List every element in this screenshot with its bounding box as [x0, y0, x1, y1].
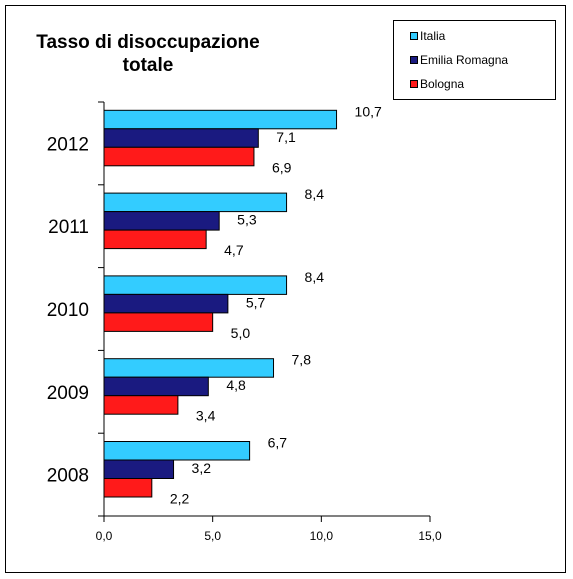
bar-2011-emilia-romagna	[103, 211, 220, 231]
bar-2012-bologna	[103, 146, 255, 167]
legend-swatch-italia	[410, 32, 418, 40]
data-label-2011-emilia-romagna: 5,3	[237, 212, 257, 228]
bar-2012-italia	[103, 109, 338, 130]
data-label-2008-italia: 6,7	[268, 435, 288, 451]
category-label-2012: 2012	[47, 134, 89, 155]
bar-2009-bologna	[103, 395, 179, 415]
data-label-2011-italia: 8,4	[305, 186, 325, 202]
category-label-2011: 2011	[48, 217, 89, 238]
legend-swatch-emilia-romagna	[410, 56, 418, 64]
x-tick-label-3: 15,0	[418, 529, 442, 543]
legend-swatch-bologna	[410, 80, 418, 88]
data-label-2009-italia: 7,8	[292, 352, 312, 368]
category-label-2009: 2009	[47, 383, 89, 404]
x-tick-label-0: 0,0	[96, 529, 113, 543]
data-label-2012-bologna: 6,9	[272, 159, 292, 175]
bar-2011-italia	[103, 192, 288, 213]
bar-2008-emilia-romagna	[103, 459, 175, 479]
data-label-2010-emilia-romagna: 5,7	[246, 294, 266, 310]
data-label-2011-bologna: 4,7	[224, 242, 244, 258]
data-label-2012-italia: 10,7	[355, 103, 382, 119]
data-label-2008-bologna: 2,2	[170, 491, 190, 507]
bar-2009-emilia-romagna	[103, 376, 209, 397]
chart-legend: Italia Emilia Romagna Bologna	[393, 20, 556, 100]
data-label-2010-italia: 8,4	[305, 269, 325, 285]
data-label-2009-bologna: 3,4	[196, 408, 216, 424]
bar-2008-italia	[103, 441, 251, 461]
legend-item-italia: Italia	[410, 27, 446, 45]
legend-item-emilia-romagna: Emilia Romagna	[410, 51, 509, 69]
x-tick-label-2: 10,0	[310, 529, 334, 543]
bar-2009-italia	[103, 358, 275, 378]
bar-2010-italia	[103, 275, 288, 295]
legend-label-italia: Italia	[420, 29, 446, 43]
bar-2010-emilia-romagna	[103, 293, 229, 314]
bar-2011-bologna	[103, 229, 207, 250]
data-label-2012-emilia-romagna: 7,1	[276, 129, 296, 145]
x-tick-label-1: 5,0	[204, 529, 221, 543]
legend-item-bologna: Bologna	[410, 75, 465, 93]
chart-title-line-2: totale	[122, 55, 174, 76]
data-label-2010-bologna: 5,0	[231, 325, 251, 341]
legend-label-bologna: Bologna	[420, 77, 465, 91]
category-label-2008: 2008	[47, 466, 89, 487]
chart-title-line-1: Tasso di disoccupazione	[36, 32, 260, 53]
data-label-2008-emilia-romagna: 3,2	[192, 460, 212, 476]
legend-label-emilia-romagna: Emilia Romagna	[420, 53, 509, 67]
chart-title: Tasso di disoccupazione totale	[18, 31, 278, 77]
bar-2012-emilia-romagna	[103, 128, 259, 148]
data-label-2009-emilia-romagna: 4,8	[226, 377, 246, 393]
category-label-2010: 2010	[47, 300, 89, 321]
bar-2008-bologna	[103, 478, 153, 498]
bar-2010-bologna	[103, 312, 214, 332]
